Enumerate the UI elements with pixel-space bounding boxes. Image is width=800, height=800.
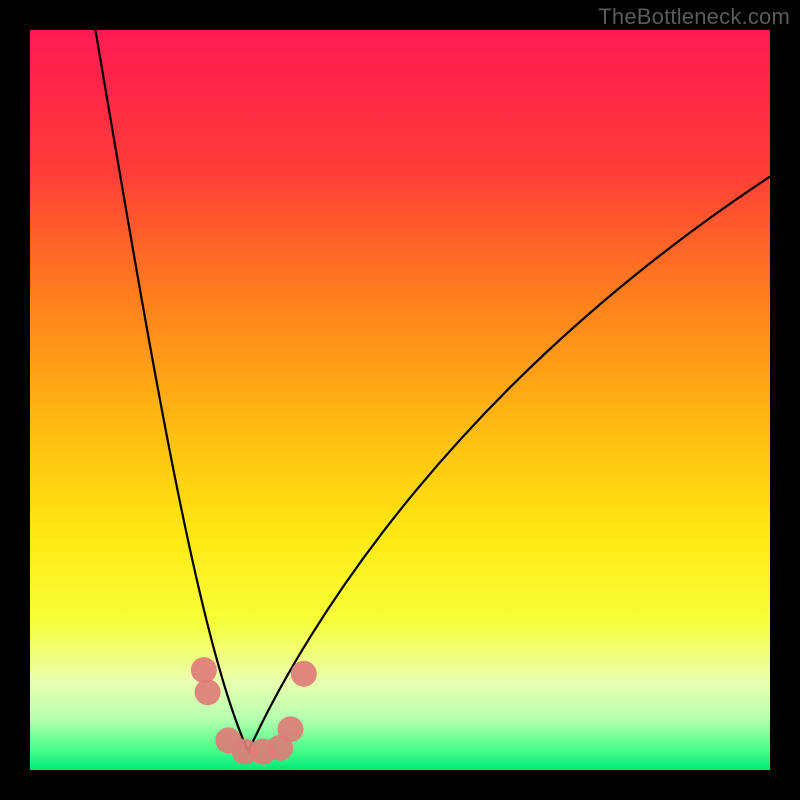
- data-marker: [191, 657, 217, 683]
- chart-frame: TheBottleneck.com: [0, 0, 800, 800]
- gradient-background: [30, 30, 770, 770]
- data-marker: [277, 716, 303, 742]
- watermark-text: TheBottleneck.com: [598, 4, 790, 30]
- data-marker: [291, 661, 317, 687]
- bottleneck-chart: [0, 0, 800, 800]
- data-marker: [195, 679, 221, 705]
